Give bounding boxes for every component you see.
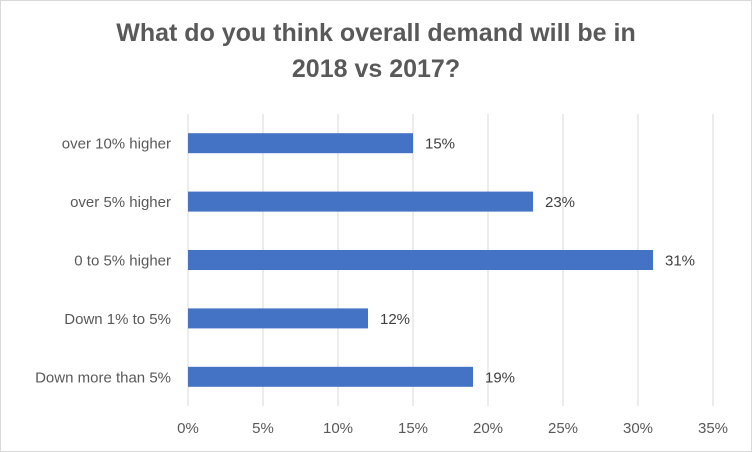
category-labels: over 10% higher over 5% higher 0 to 5% hig… [35, 136, 171, 387]
data-labels: 15% 23% 31% 12% 19% [380, 136, 695, 387]
x-tick-label: 10% [323, 420, 353, 437]
chart-title-line-1: What do you think overall demand will be… [116, 19, 636, 47]
x-axis-tick-labels: 0% 5% 10% 15% 20% 25% 30% 35% [177, 420, 728, 437]
data-label: 15% [425, 136, 455, 153]
data-label: 23% [545, 194, 575, 211]
bar [188, 191, 533, 212]
bar [188, 308, 368, 329]
category-label: Down 1% to 5% [64, 311, 171, 328]
chart-title-line-2: 2018 vs 2017? [291, 55, 461, 83]
data-label: 12% [380, 311, 410, 328]
chart-title: What do you think overall demand will be… [1, 15, 751, 87]
data-label: 19% [485, 369, 515, 386]
x-tick-label: 5% [252, 420, 274, 437]
bars [188, 133, 653, 387]
bar [188, 250, 653, 270]
x-tick-label: 15% [398, 420, 428, 437]
category-label: over 10% higher [62, 136, 171, 153]
category-label: Down more than 5% [35, 369, 171, 386]
category-label: 0 to 5% higher [74, 253, 171, 270]
x-tick-label: 20% [473, 420, 503, 437]
x-tick-label: 0% [177, 420, 199, 437]
x-tick-label: 35% [698, 420, 728, 437]
bar [188, 133, 413, 154]
bar [188, 366, 473, 387]
x-tick-label: 30% [623, 420, 653, 437]
x-tick-label: 25% [548, 420, 578, 437]
category-label: over 5% higher [70, 194, 171, 211]
data-label: 31% [665, 253, 695, 270]
